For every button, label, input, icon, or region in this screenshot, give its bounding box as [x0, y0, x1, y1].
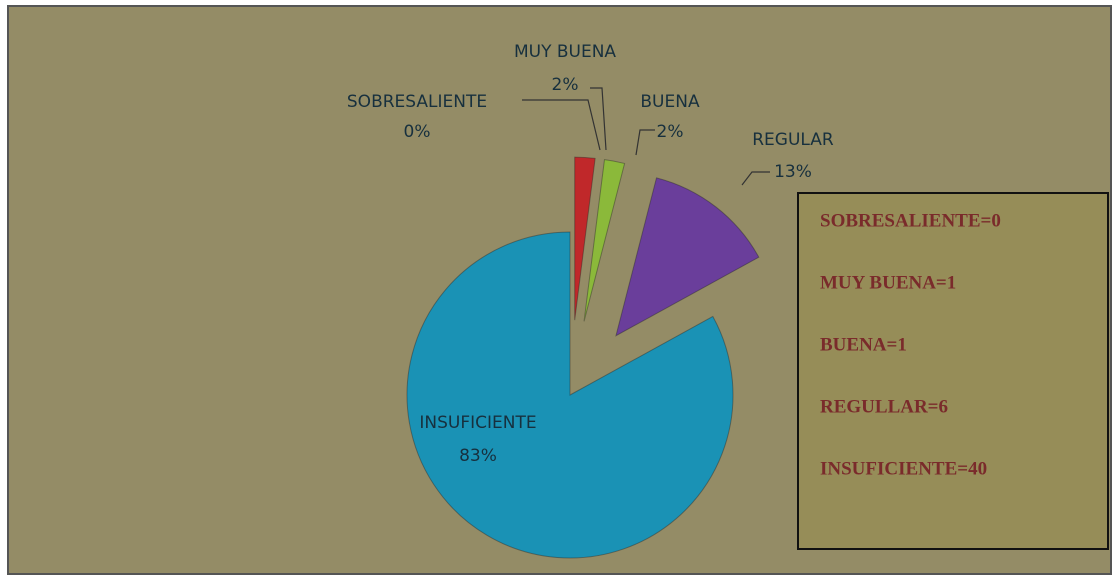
slice-value: 2%: [657, 122, 684, 142]
slice-label: INSUFICIENTE: [419, 413, 536, 433]
slice-value: 2%: [552, 75, 579, 95]
note-line: MUY BUENA=1: [820, 272, 956, 293]
slice-value: 0%: [404, 122, 431, 142]
note-line: SOBRESALIENTE=0: [820, 210, 1001, 231]
pie-slice: [615, 177, 760, 337]
pie-slice: [583, 159, 626, 322]
note-line: REGULLAR=6: [820, 396, 948, 417]
slice-label: BUENA: [640, 92, 700, 112]
slice-value: 13%: [774, 162, 812, 182]
note-line: BUENA=1: [820, 334, 907, 355]
slice-label: REGULAR: [752, 130, 834, 150]
leader-line: [741, 171, 770, 186]
slice-value: 83%: [459, 446, 497, 466]
leader-line: [522, 99, 601, 151]
slice-label: MUY BUENA: [514, 42, 616, 62]
leader-line: [635, 129, 655, 156]
note-line: INSUFICIENTE=40: [820, 458, 987, 479]
pie-slice: [574, 156, 596, 321]
note-box: [797, 192, 1109, 550]
slice-label: SOBRESALIENTE: [347, 92, 487, 112]
leader-line: [590, 87, 607, 151]
pie-slice: [406, 231, 734, 559]
